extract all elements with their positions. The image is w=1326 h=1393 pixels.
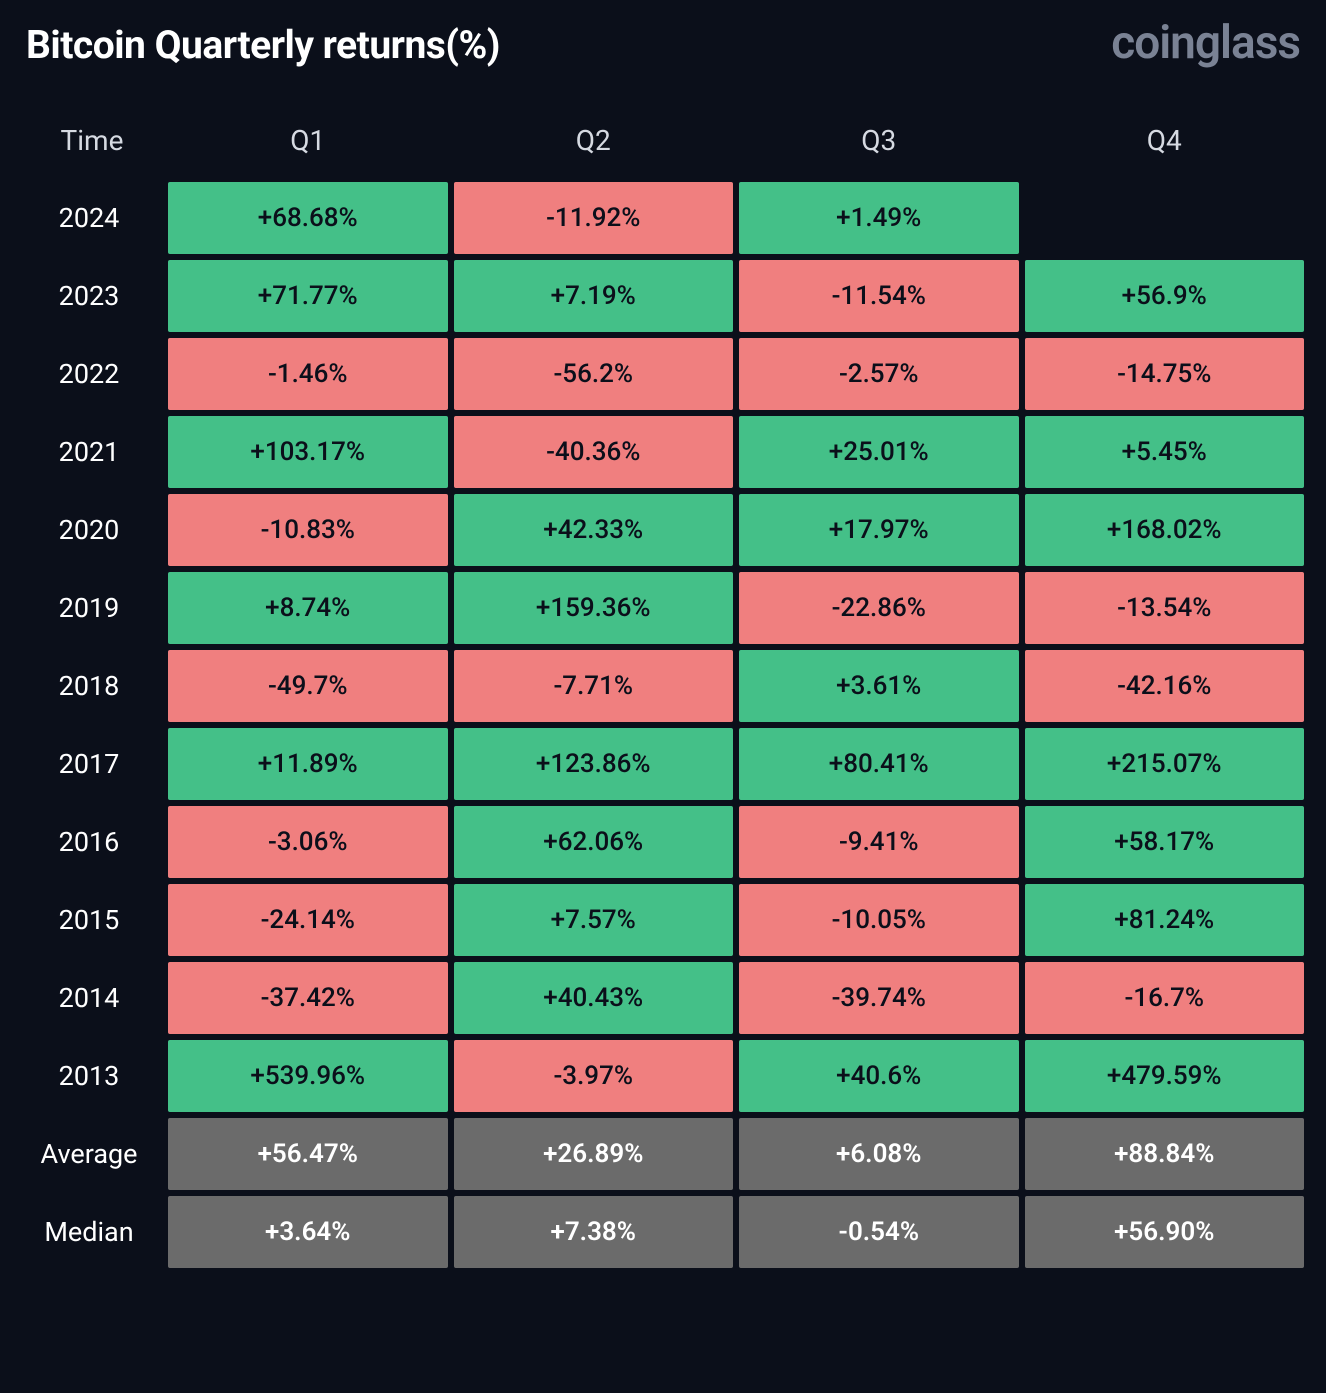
row-label: 2023 [22, 260, 162, 332]
return-cell: +71.77% [168, 260, 448, 332]
return-cell: -13.54% [1025, 572, 1305, 644]
return-cell: +123.86% [454, 728, 734, 800]
return-cell: +56.90% [1025, 1196, 1305, 1268]
return-cell: -37.42% [168, 962, 448, 1034]
row-label: Median [22, 1196, 162, 1268]
return-cell: +7.19% [454, 260, 734, 332]
return-cell: +25.01% [739, 416, 1019, 488]
return-cell: +88.84% [1025, 1118, 1305, 1190]
row-label: 2022 [22, 338, 162, 410]
return-cell: +81.24% [1025, 884, 1305, 956]
row-label: 2018 [22, 650, 162, 722]
return-cell: -10.05% [739, 884, 1019, 956]
row-label: 2013 [22, 1040, 162, 1112]
return-cell: +40.6% [739, 1040, 1019, 1112]
return-cell: -22.86% [739, 572, 1019, 644]
return-cell: -16.7% [1025, 962, 1305, 1034]
return-cell [1025, 182, 1305, 254]
return-cell: +7.57% [454, 884, 734, 956]
return-cell: -9.41% [739, 806, 1019, 878]
return-cell: +56.47% [168, 1118, 448, 1190]
page-title: Bitcoin Quarterly returns(%) [26, 22, 500, 68]
return-cell: +80.41% [739, 728, 1019, 800]
return-cell: +62.06% [454, 806, 734, 878]
return-cell: -56.2% [454, 338, 734, 410]
row-label: 2016 [22, 806, 162, 878]
row-label: 2014 [22, 962, 162, 1034]
return-cell: -3.06% [168, 806, 448, 878]
q1-column-header: Q1 [168, 104, 448, 176]
return-cell: +6.08% [739, 1118, 1019, 1190]
return-cell: +539.96% [168, 1040, 448, 1112]
return-cell: +479.59% [1025, 1040, 1305, 1112]
return-cell: +11.89% [168, 728, 448, 800]
return-cell: -11.54% [739, 260, 1019, 332]
return-cell: +56.9% [1025, 260, 1305, 332]
return-cell: -14.75% [1025, 338, 1305, 410]
return-cell: +26.89% [454, 1118, 734, 1190]
return-cell: +168.02% [1025, 494, 1305, 566]
row-label: 2020 [22, 494, 162, 566]
return-cell: -11.92% [454, 182, 734, 254]
return-cell: +58.17% [1025, 806, 1305, 878]
return-cell: +3.61% [739, 650, 1019, 722]
q2-column-header: Q2 [454, 104, 734, 176]
quarterly-returns-grid: Time Q1 Q2 Q3 Q4 2024+68.68%-11.92%+1.49… [22, 104, 1304, 1268]
return-cell: +1.49% [739, 182, 1019, 254]
header-bar: Bitcoin Quarterly returns(%) coinglass [22, 16, 1304, 70]
return-cell: +8.74% [168, 572, 448, 644]
return-cell: +68.68% [168, 182, 448, 254]
row-label: 2019 [22, 572, 162, 644]
return-cell: +40.43% [454, 962, 734, 1034]
return-cell: +17.97% [739, 494, 1019, 566]
row-label: Average [22, 1118, 162, 1190]
q4-column-header: Q4 [1025, 104, 1305, 176]
row-label: 2015 [22, 884, 162, 956]
return-cell: +7.38% [454, 1196, 734, 1268]
return-cell: -3.97% [454, 1040, 734, 1112]
row-label: 2024 [22, 182, 162, 254]
return-cell: -10.83% [168, 494, 448, 566]
return-cell: -24.14% [168, 884, 448, 956]
return-cell: -39.74% [739, 962, 1019, 1034]
time-column-header: Time [22, 104, 162, 176]
row-label: 2017 [22, 728, 162, 800]
return-cell: +215.07% [1025, 728, 1305, 800]
return-cell: -1.46% [168, 338, 448, 410]
return-cell: +42.33% [454, 494, 734, 566]
row-label: 2021 [22, 416, 162, 488]
return-cell: +103.17% [168, 416, 448, 488]
return-cell: -0.54% [739, 1196, 1019, 1268]
return-cell: -7.71% [454, 650, 734, 722]
return-cell: +5.45% [1025, 416, 1305, 488]
return-cell: -2.57% [739, 338, 1019, 410]
brand-logo-text: coinglass [1111, 16, 1300, 70]
q3-column-header: Q3 [739, 104, 1019, 176]
return-cell: -42.16% [1025, 650, 1305, 722]
return-cell: +159.36% [454, 572, 734, 644]
return-cell: -49.7% [168, 650, 448, 722]
return-cell: +3.64% [168, 1196, 448, 1268]
return-cell: -40.36% [454, 416, 734, 488]
returns-table-container: Bitcoin Quarterly returns(%) coinglass T… [0, 0, 1326, 1296]
